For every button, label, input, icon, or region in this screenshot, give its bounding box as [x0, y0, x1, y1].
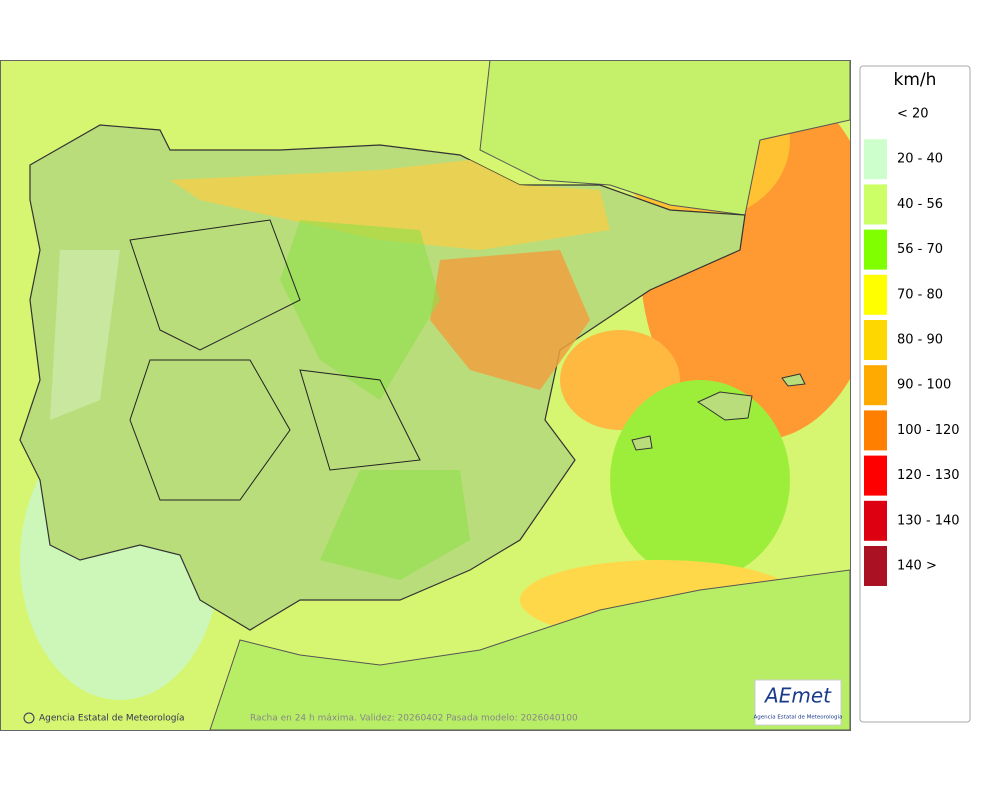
legend-swatch: [864, 274, 887, 315]
calm-zone: [50, 250, 120, 420]
france: [479, 60, 850, 216]
legend-swatch: [864, 410, 887, 451]
region-borders: [129, 219, 421, 501]
legend-swatch: [864, 320, 887, 360]
credit: Agencia Estatal de Meteorología: [39, 714, 185, 724]
wind-zone: [170, 160, 610, 250]
legend-swatch: [864, 94, 887, 134]
legend-label: 20 - 40: [897, 152, 943, 167]
legend-label: 40 - 56: [897, 197, 943, 212]
legend-label: 70 - 80: [897, 287, 943, 302]
legend-swatch: [864, 365, 887, 406]
logo-subtitle: Agencia Estatal de Meteorología: [754, 714, 843, 721]
legend-label: 120 - 130: [897, 468, 960, 483]
map: [0, 60, 850, 730]
caption: Racha en 24 h máxima. Validez: 20260402 …: [250, 714, 578, 724]
legend-swatch: [864, 455, 887, 496]
copyright-icon: [23, 712, 35, 724]
legend-label: 56 - 70: [897, 242, 943, 257]
logo: AEmet: [763, 684, 832, 708]
legend-swatch: [864, 229, 887, 270]
legend-swatch: [864, 500, 887, 541]
legend-label: < 20: [897, 107, 929, 122]
legend: < 20 20 - 40 40 - 56 56 - 70 70 - 80 80 - 90 9…: [864, 94, 960, 586]
wind-zone: [430, 250, 590, 390]
island: [696, 391, 753, 421]
legend-label: 80 - 90: [897, 333, 943, 348]
logo-box: [754, 679, 842, 726]
legend-swatch: [864, 546, 887, 586]
legend-label: 140 >: [897, 559, 937, 574]
legend-title: km/h: [894, 70, 937, 90]
map-frame: [0, 60, 851, 731]
island: [631, 435, 653, 451]
legend-label: 130 - 140: [897, 513, 960, 528]
wind-zone: [610, 380, 790, 580]
legend-label: 100 - 120: [897, 423, 960, 438]
africa: [209, 569, 850, 730]
wind-zone: [280, 220, 440, 400]
legend-panel: [859, 65, 971, 723]
island: [781, 373, 806, 387]
wind-zone: [320, 470, 470, 580]
legend-label: 90 - 100: [897, 378, 951, 393]
legend-swatch: [864, 184, 887, 225]
legend-swatch: [864, 139, 887, 180]
